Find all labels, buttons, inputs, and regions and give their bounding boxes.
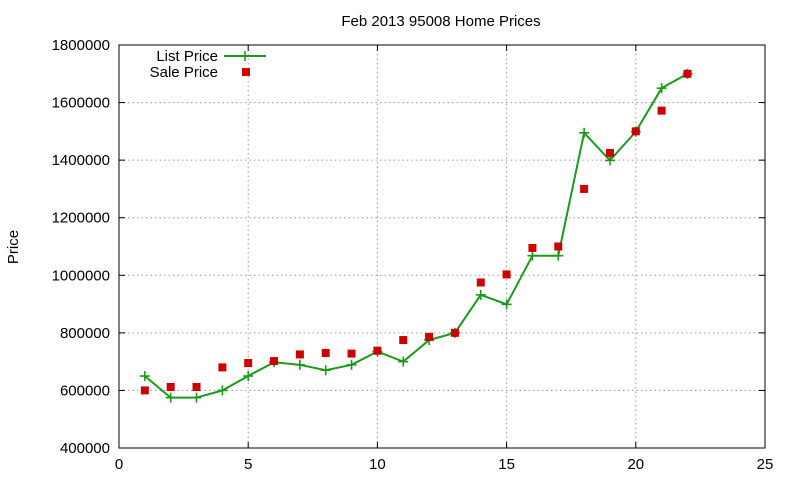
- data-point-list-price: [139, 371, 150, 382]
- data-point-list-price: [398, 356, 409, 367]
- data-point-list-price: [656, 83, 667, 94]
- data-point-list-price: [165, 392, 176, 403]
- x-tick-label: 10: [369, 456, 386, 473]
- data-point-sale-price: [218, 363, 227, 372]
- y-tick-label: 400000: [60, 440, 110, 457]
- x-tick-label: 25: [757, 456, 774, 473]
- data-point-list-price: [320, 365, 331, 376]
- chart-title: Feb 2013 95008 Home Prices: [341, 13, 540, 30]
- x-tick-label: 20: [627, 456, 644, 473]
- data-point-sale-price: [321, 349, 330, 358]
- data-point-list-price: [191, 392, 202, 403]
- legend-label-list-price: List Price: [156, 48, 218, 65]
- series: [139, 68, 693, 403]
- data-point-list-price: [217, 385, 228, 396]
- grid: [119, 45, 765, 448]
- legend-label-sale-price: Sale Price: [150, 64, 218, 81]
- data-point-sale-price: [657, 106, 666, 115]
- data-point-sale-price: [347, 349, 356, 358]
- data-point-sale-price: [192, 382, 201, 391]
- y-axis-label: Price: [5, 230, 22, 264]
- data-point-sale-price: [502, 270, 511, 279]
- y-tick-label: 1400000: [52, 152, 110, 169]
- data-point-list-price: [527, 250, 538, 261]
- data-point-sale-price: [425, 332, 434, 341]
- legend: List Price Sale Price: [150, 48, 266, 81]
- y-tick-label: 1200000: [52, 210, 110, 227]
- legend-swatch-sale-price-marker: [242, 68, 250, 76]
- data-point-list-price: [579, 127, 590, 138]
- x-tick-label: 15: [498, 456, 515, 473]
- x-tick-label: 5: [244, 456, 252, 473]
- data-point-sale-price: [528, 243, 537, 252]
- data-point-sale-price: [450, 328, 459, 337]
- legend-swatch-list-price-marker: [240, 51, 250, 61]
- data-point-sale-price: [295, 350, 304, 359]
- data-point-sale-price: [605, 148, 614, 157]
- data-point-list-price: [553, 250, 564, 261]
- plot-frame: [118, 44, 766, 449]
- data-point-sale-price: [373, 346, 382, 355]
- data-point-list-price: [346, 359, 357, 370]
- data-point-list-price: [604, 155, 615, 166]
- y-tick-label: 600000: [60, 382, 110, 399]
- data-point-sale-price: [270, 357, 279, 366]
- data-point-sale-price: [399, 336, 408, 345]
- data-point-sale-price: [244, 359, 253, 368]
- y-tick-label: 1800000: [52, 37, 110, 54]
- data-point-list-price: [243, 371, 254, 382]
- axes: [118, 44, 766, 449]
- y-tick-label: 1600000: [52, 95, 110, 112]
- data-point-sale-price: [683, 69, 692, 78]
- data-point-sale-price: [140, 386, 149, 395]
- data-point-sale-price: [166, 382, 175, 391]
- series-line-list-price: [144, 72, 688, 399]
- data-point-sale-price: [554, 242, 563, 251]
- y-tick-label: 800000: [60, 325, 110, 342]
- x-tick-label: 0: [115, 456, 123, 473]
- tick-marks: 0 5 10 15 20 25 400000 600000 800000 1000000 12000…: [52, 37, 774, 473]
- data-point-list-price: [475, 289, 486, 300]
- data-point-sale-price: [580, 184, 589, 193]
- data-point-list-price: [294, 359, 305, 370]
- data-point-sale-price: [476, 278, 485, 287]
- data-point-list-price: [501, 299, 512, 310]
- data-point-sale-price: [631, 127, 640, 136]
- y-tick-label: 1000000: [52, 267, 110, 284]
